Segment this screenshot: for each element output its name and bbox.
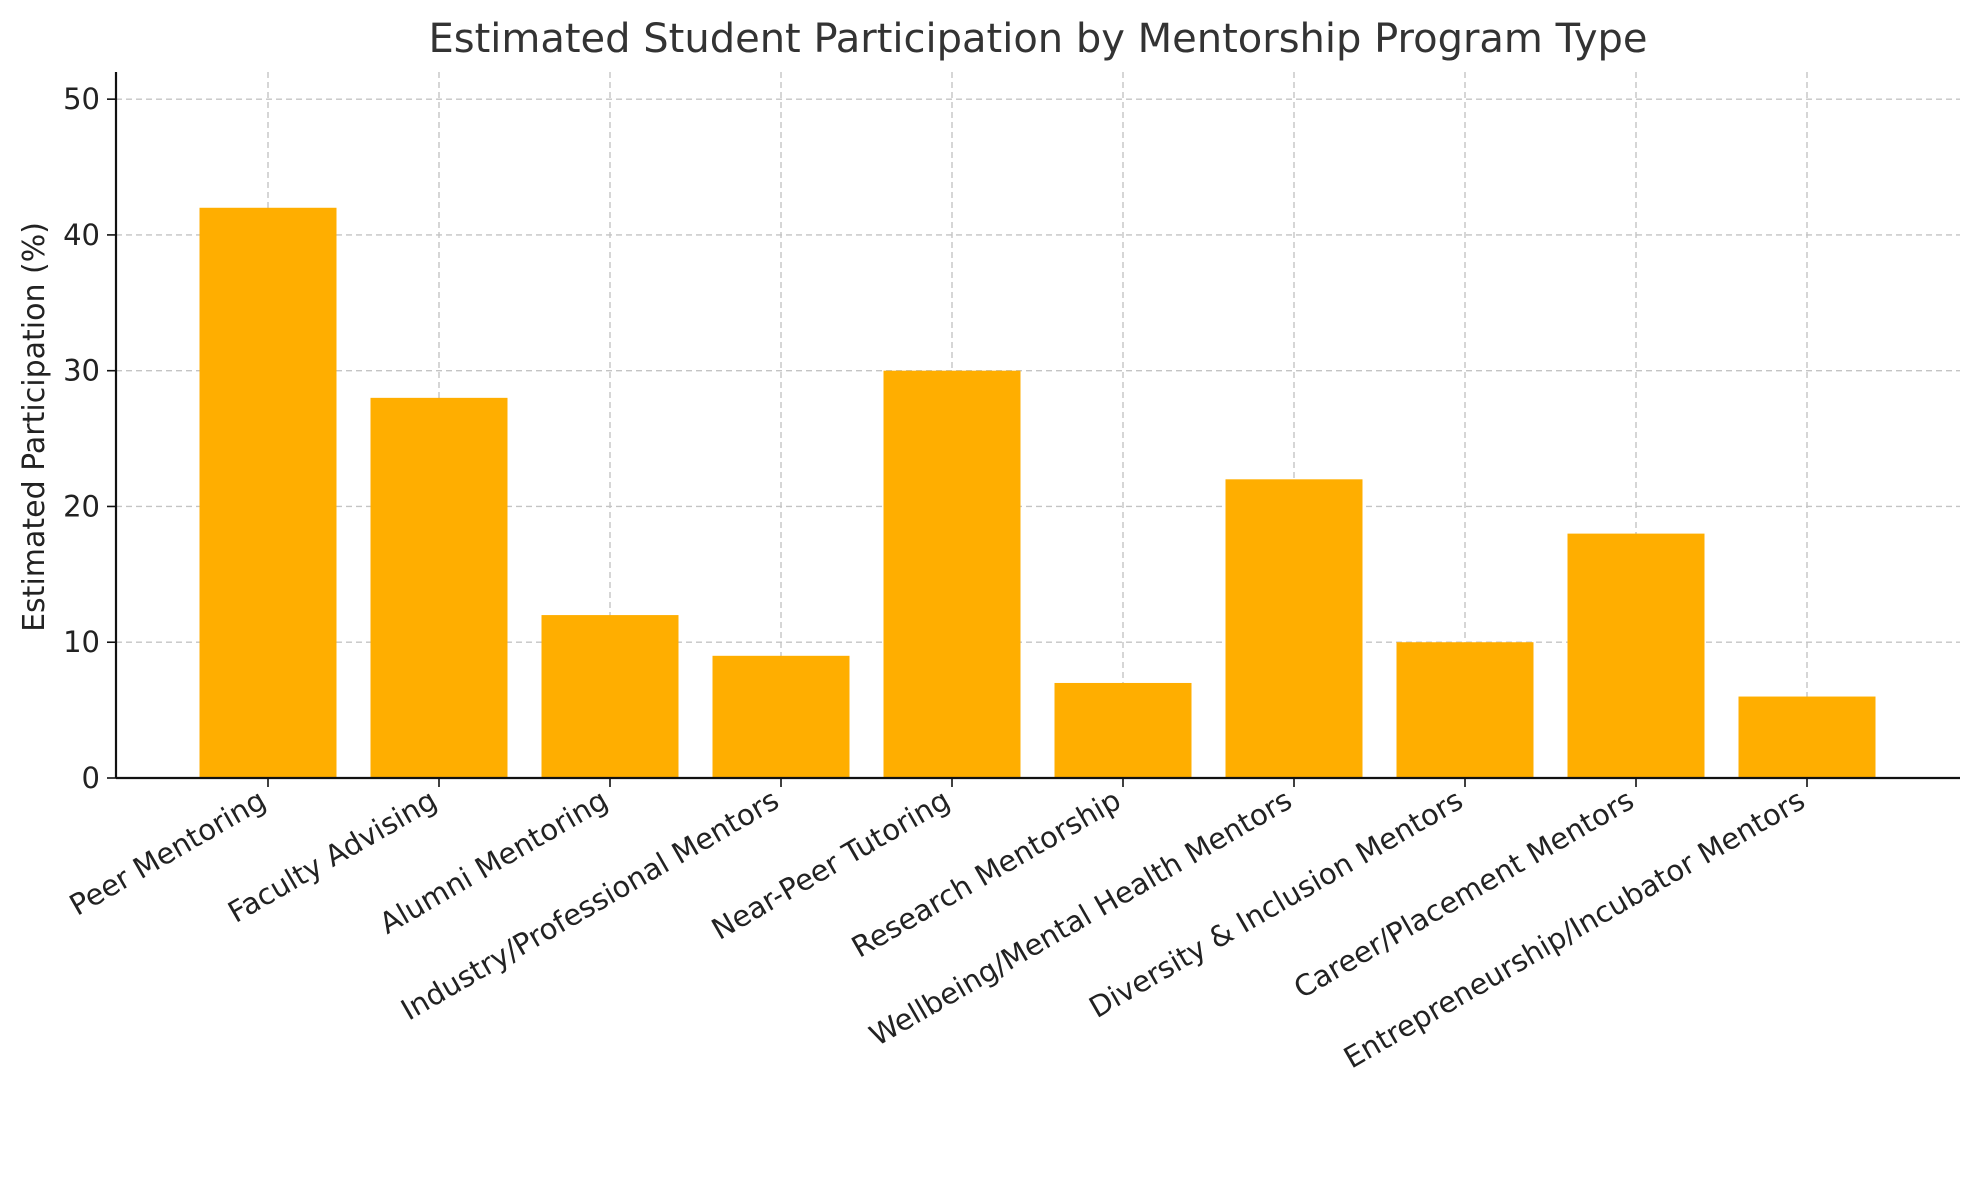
bar [1396, 642, 1534, 778]
y-tick-label: 20 [63, 489, 100, 523]
y-tick-label: 30 [63, 354, 100, 388]
axes [107, 72, 1960, 787]
x-tick-label: Career/Placement Mentors [1288, 783, 1639, 1006]
y-tick-label: 50 [63, 82, 100, 116]
y-tick-labels: 0 10 20 30 40 50 [63, 82, 100, 795]
bar [370, 397, 508, 778]
bar [541, 615, 679, 778]
y-axis-label: Estimated Participation (%) [17, 222, 52, 632]
bar [712, 655, 850, 778]
bar [1054, 682, 1192, 778]
x-tick-label: Research Mentorship [846, 783, 1127, 965]
bars [199, 207, 1876, 778]
bar [199, 207, 337, 778]
bar [1225, 479, 1363, 778]
y-tick-label: 0 [82, 761, 100, 795]
y-tick-label: 10 [63, 625, 100, 659]
chart-title: Estimated Student Participation by Mento… [428, 16, 1647, 62]
bar [1567, 533, 1705, 778]
bar [883, 370, 1021, 778]
y-tick-label: 40 [63, 218, 100, 252]
bar [1738, 696, 1876, 778]
